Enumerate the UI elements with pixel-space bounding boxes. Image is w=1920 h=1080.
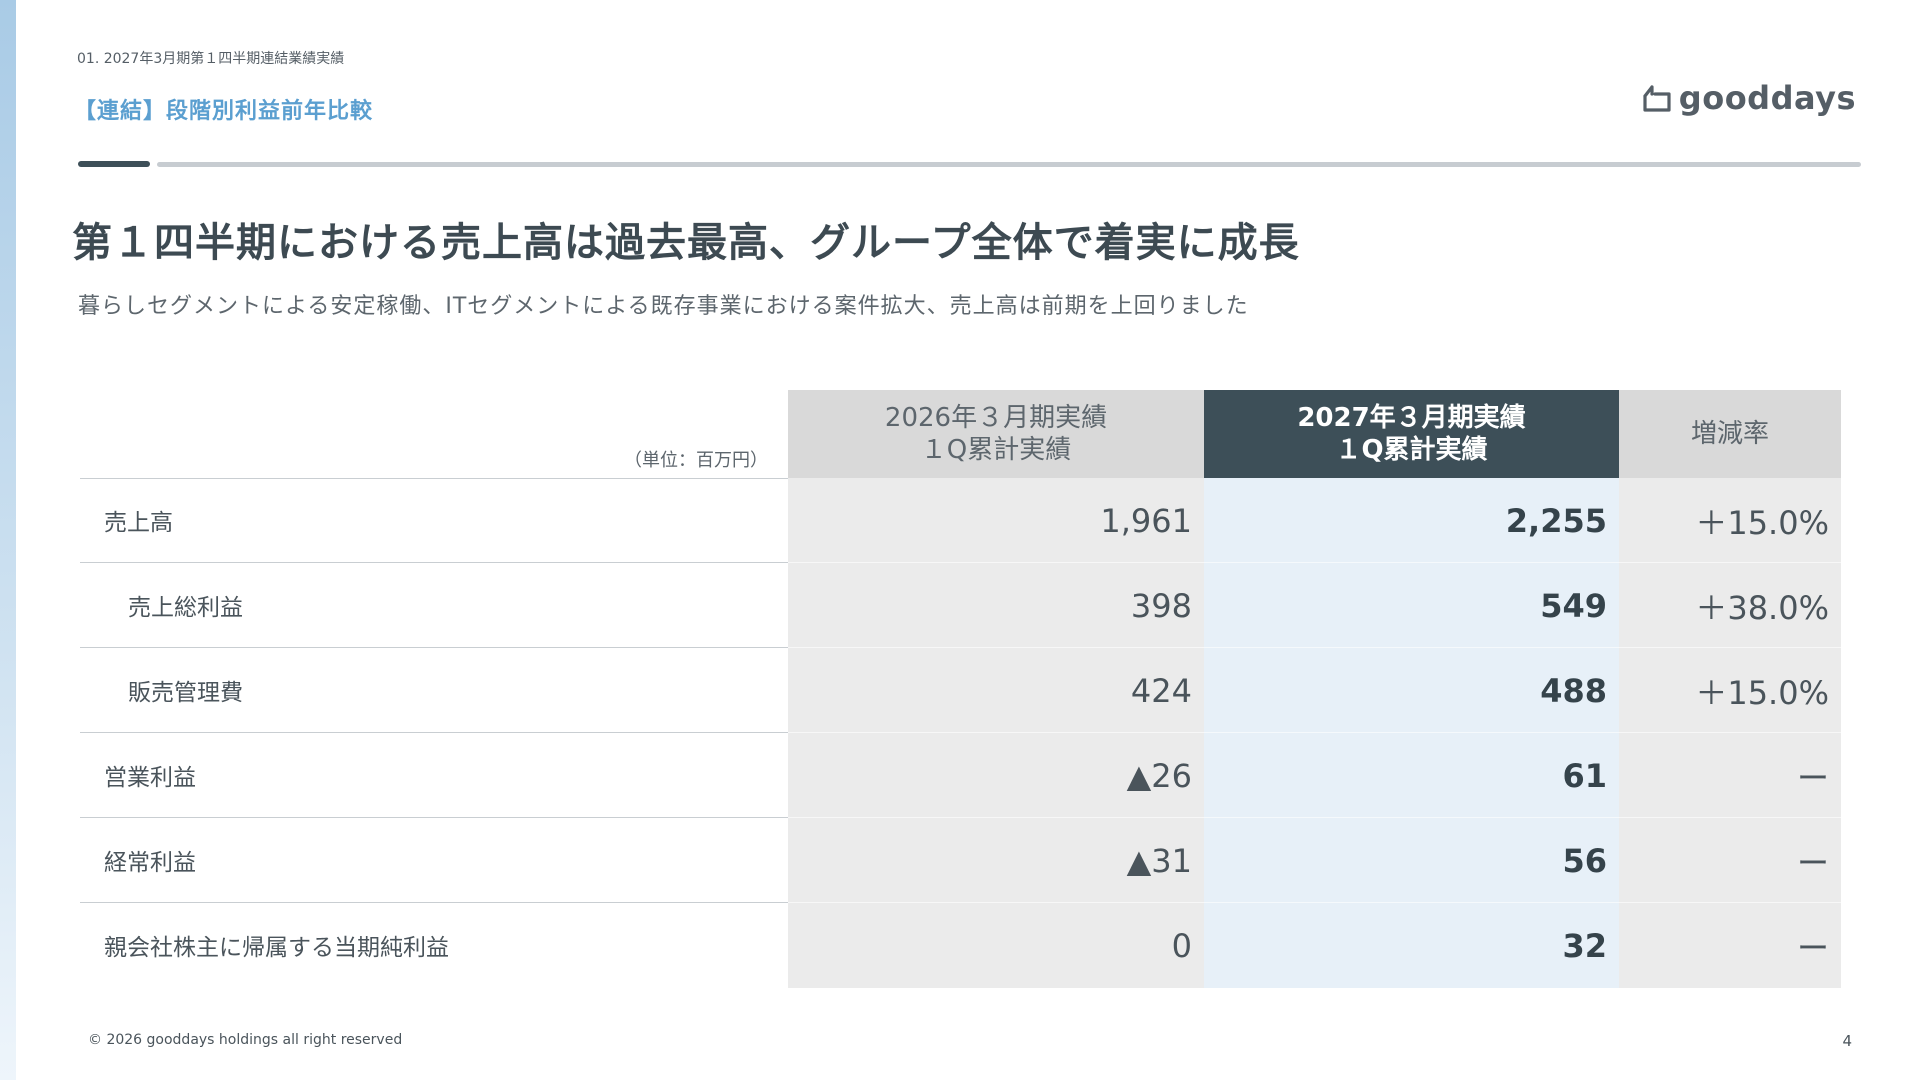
prev-value: 398 — [1130, 586, 1192, 625]
page-number: 4 — [1842, 1032, 1852, 1050]
left-accent-bar — [0, 0, 16, 1080]
row-label: 親会社株主に帰属する当期純利益 — [104, 935, 449, 961]
row-label: 販売管理費 — [128, 680, 243, 706]
table-row: 営業利益 ▲26 61 ー — [80, 733, 1841, 818]
table-row: 売上高 1,961 2,255 ＋15.0% — [80, 478, 1841, 563]
row-label: 売上総利益 — [128, 595, 243, 621]
table-row: 販売管理費 424 488 ＋15.0% — [80, 648, 1841, 733]
column-header-prev-line2: １Q累計実績 — [920, 435, 1072, 465]
table-header-blank: （単位：百万円） — [80, 390, 788, 479]
prev-value: ▲31 — [1126, 841, 1192, 880]
prev-value: 0 — [1171, 926, 1192, 965]
brand-logo: gooddays — [1641, 79, 1856, 117]
title-rule-accent — [78, 161, 150, 167]
current-value-cell: 488 — [1204, 648, 1619, 733]
logo-text: gooddays — [1678, 79, 1856, 117]
prev-value-cell: 424 — [788, 648, 1204, 733]
row-label-cell: 営業利益 — [80, 733, 788, 818]
row-label: 売上高 — [104, 510, 173, 536]
row-label: 営業利益 — [104, 765, 196, 791]
current-value-cell: 549 — [1204, 563, 1619, 648]
results-table: （単位：百万円） 2026年３月期実績 １Q累計実績 2027年３月期実績 １Q… — [80, 390, 1841, 988]
current-value: 32 — [1562, 926, 1607, 965]
table-header-row: （単位：百万円） 2026年３月期実績 １Q累計実績 2027年３月期実績 １Q… — [80, 390, 1841, 479]
rate-value-cell: ＋38.0% — [1619, 563, 1841, 648]
breadcrumb: 01. 2027年3月期第１四半期連結業績実績 — [77, 51, 345, 67]
rate-value-cell: ＋15.0% — [1619, 478, 1841, 563]
rate-value-cell: ー — [1619, 733, 1841, 818]
subheadline: 暮らしセグメントによる安定稼働、ITセグメントによる既存事業における案件拡大、売… — [78, 294, 1249, 319]
column-header-prev-line1: 2026年３月期実績 — [884, 403, 1108, 433]
row-divider — [788, 647, 1841, 648]
current-value: 2,255 — [1505, 501, 1607, 540]
column-header-current-year: 2027年３月期実績 １Q累計実績 — [1204, 390, 1619, 478]
table-row: 経常利益 ▲31 56 ー — [80, 818, 1841, 903]
rate-value-cell: ＋15.0% — [1619, 648, 1841, 733]
row-label-cell: 親会社株主に帰属する当期純利益 — [80, 903, 788, 987]
prev-value: 424 — [1130, 671, 1192, 710]
prev-value: 1,961 — [1100, 501, 1192, 540]
rate-value: ー — [1796, 758, 1829, 797]
current-value: 549 — [1540, 586, 1607, 625]
rate-value: ＋38.0% — [1695, 588, 1829, 627]
current-value: 488 — [1540, 671, 1607, 710]
prev-value-cell: 1,961 — [788, 478, 1204, 563]
prev-value: ▲26 — [1126, 756, 1192, 795]
column-header-rate-label: 増減率 — [1690, 419, 1769, 449]
row-label-cell: 販売管理費 — [80, 648, 788, 733]
column-header-cur-line2: １Q累計実績 — [1335, 435, 1488, 465]
prev-value-cell: ▲26 — [788, 733, 1204, 818]
prev-value-cell: ▲31 — [788, 818, 1204, 903]
table-row: 親会社株主に帰属する当期純利益 0 32 ー — [80, 903, 1841, 988]
table-row: 売上総利益 398 549 ＋38.0% — [80, 563, 1841, 648]
row-label-cell: 売上高 — [80, 478, 788, 563]
row-divider — [788, 817, 1841, 818]
row-label: 経常利益 — [104, 850, 196, 876]
row-divider — [788, 562, 1841, 563]
current-value-cell: 61 — [1204, 733, 1619, 818]
current-value: 61 — [1562, 756, 1607, 795]
rate-value: ー — [1796, 843, 1829, 882]
title-rule — [157, 162, 1861, 167]
rate-value-cell: ー — [1619, 903, 1841, 988]
row-label-cell: 売上総利益 — [80, 563, 788, 648]
rate-value-cell: ー — [1619, 818, 1841, 903]
prev-value-cell: 0 — [788, 903, 1204, 988]
current-value-cell: 2,255 — [1204, 478, 1619, 563]
rate-value: ＋15.0% — [1695, 503, 1829, 542]
current-value-cell: 56 — [1204, 818, 1619, 903]
copyright: © 2026 gooddays holdings all right reser… — [88, 1032, 403, 1048]
column-header-cur-line1: 2027年３月期実績 — [1297, 403, 1526, 433]
rate-value: ー — [1796, 928, 1829, 967]
headline: 第１四半期における売上高は過去最高、グループ全体で着実に成長 — [72, 220, 1300, 266]
current-value: 56 — [1562, 841, 1607, 880]
section-title: 【連結】段階別利益前年比較 — [74, 99, 374, 124]
column-header-rate: 増減率 — [1619, 390, 1841, 478]
prev-value-cell: 398 — [788, 563, 1204, 648]
rate-value: ＋15.0% — [1695, 673, 1829, 712]
row-label-cell: 経常利益 — [80, 818, 788, 903]
row-divider — [788, 902, 1841, 903]
current-value-cell: 32 — [1204, 903, 1619, 988]
house-outline-icon — [1643, 85, 1671, 112]
column-header-prev-year: 2026年３月期実績 １Q累計実績 — [788, 390, 1204, 478]
row-divider — [788, 732, 1841, 733]
unit-label: （単位：百万円） — [624, 450, 768, 471]
